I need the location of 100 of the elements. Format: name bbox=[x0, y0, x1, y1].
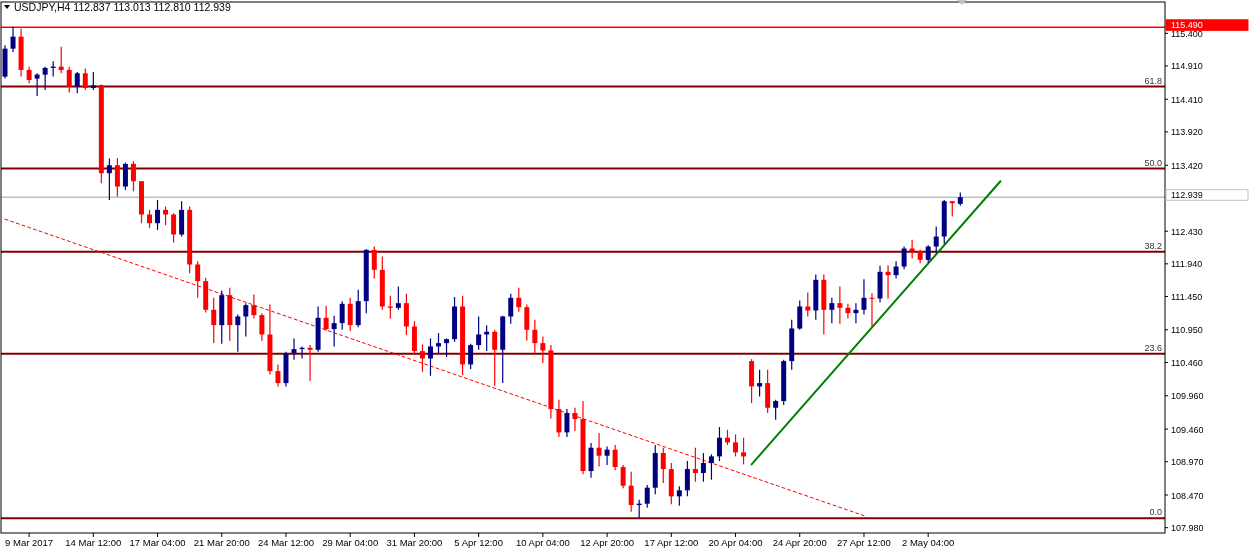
candlestick bbox=[235, 313, 241, 353]
candlestick bbox=[708, 453, 714, 481]
candlestick bbox=[901, 245, 907, 270]
candlestick bbox=[588, 442, 594, 479]
x-tick-label: 21 Mar 20:00 bbox=[193, 537, 250, 548]
candlestick bbox=[861, 278, 867, 316]
candlestick bbox=[355, 289, 361, 328]
candlestick bbox=[82, 68, 88, 91]
y-tick-label: 110.460 bbox=[1171, 357, 1203, 368]
candlestick bbox=[684, 460, 690, 497]
candlestick bbox=[644, 484, 650, 509]
x-tick-label: 27 Apr 12:00 bbox=[837, 537, 891, 548]
candlestick bbox=[275, 363, 281, 388]
candlestick bbox=[524, 303, 530, 342]
y-tick-label: 108.970 bbox=[1171, 457, 1204, 468]
y-tick-label: 109.960 bbox=[1171, 391, 1204, 402]
candlestick bbox=[211, 297, 217, 344]
candlestick bbox=[572, 407, 578, 432]
x-tick-label: 24 Mar 12:00 bbox=[257, 537, 314, 548]
annotation: 23.6 bbox=[1144, 342, 1162, 353]
x-tick-label: 14 Mar 12:00 bbox=[65, 537, 122, 548]
x-tick-label: 24 Apr 20:00 bbox=[772, 537, 827, 548]
x-tick-label: 9 Mar 2017 bbox=[5, 537, 54, 548]
candlestick bbox=[106, 157, 112, 201]
x-tick-label: 31 Mar 20:00 bbox=[386, 537, 443, 548]
candlestick bbox=[122, 161, 128, 191]
candlestick bbox=[42, 66, 48, 91]
candlestick bbox=[596, 432, 602, 467]
candlestick bbox=[716, 426, 722, 462]
candlestick bbox=[163, 205, 169, 226]
y-tick-label: 114.910 bbox=[1171, 61, 1203, 72]
candlestick bbox=[114, 157, 120, 198]
candlestick bbox=[74, 71, 80, 94]
candlestick bbox=[476, 315, 482, 351]
candlestick bbox=[371, 245, 377, 280]
candlestick bbox=[741, 437, 747, 465]
candlestick bbox=[692, 447, 698, 483]
y-tick-label: 111.450 bbox=[1171, 291, 1203, 302]
candlestick bbox=[733, 433, 739, 457]
candlestick bbox=[347, 297, 353, 332]
candlestick bbox=[628, 471, 634, 513]
candlestick bbox=[805, 291, 811, 318]
candlestick bbox=[829, 297, 835, 324]
candlestick bbox=[468, 343, 474, 370]
candlestick bbox=[508, 293, 514, 325]
y-tick-label: 110.950 bbox=[1171, 325, 1203, 336]
candlestick bbox=[837, 285, 843, 325]
ref-line-label: 115.490 bbox=[1171, 20, 1203, 31]
candlestick bbox=[66, 66, 72, 94]
y-tick-label: 113.420 bbox=[1171, 160, 1203, 171]
candlestick bbox=[444, 337, 450, 358]
y-tick-label: 107.980 bbox=[1171, 523, 1204, 534]
candlestick bbox=[323, 305, 329, 332]
candlestick bbox=[259, 312, 265, 342]
y-tick-label: 113.920 bbox=[1171, 127, 1203, 138]
y-tick-label: 115.400 bbox=[1171, 28, 1203, 39]
candlestick bbox=[243, 302, 249, 338]
x-tick-label: 20 Apr 04:00 bbox=[708, 537, 763, 548]
candlestick bbox=[10, 26, 16, 53]
y-tick-label: 112.430 bbox=[1171, 226, 1203, 237]
y-tick-label: 108.470 bbox=[1171, 490, 1204, 501]
candlestick bbox=[933, 225, 939, 254]
candlestick bbox=[171, 212, 177, 244]
candlestick bbox=[492, 329, 498, 387]
candlestick bbox=[660, 447, 666, 484]
y-tick-label: 109.460 bbox=[1171, 424, 1204, 435]
candlestick bbox=[130, 160, 136, 192]
y-tick-label: 114.410 bbox=[1171, 94, 1203, 105]
x-tick-label: 17 Mar 04:00 bbox=[129, 537, 186, 548]
candlestick bbox=[612, 444, 618, 471]
x-tick-label: 2 May 04:00 bbox=[902, 537, 955, 548]
x-tick-label: 12 Apr 20:00 bbox=[580, 537, 635, 548]
candlestick bbox=[516, 287, 522, 313]
ref-line-label: 112.939 bbox=[1171, 190, 1203, 201]
x-tick-label: 29 Mar 04:00 bbox=[322, 537, 379, 548]
candlestick bbox=[339, 300, 345, 331]
candlestick bbox=[540, 335, 546, 364]
candlestick bbox=[331, 315, 337, 348]
candlestick bbox=[676, 485, 682, 507]
annotation: 50.0 bbox=[1144, 157, 1162, 168]
candlestick bbox=[532, 319, 538, 354]
candlestick bbox=[307, 344, 313, 382]
candlestick bbox=[251, 293, 257, 320]
x-tick-label: 17 Apr 12:00 bbox=[644, 537, 699, 548]
x-tick-label: 5 Apr 12:00 bbox=[454, 537, 503, 548]
candlestick bbox=[395, 285, 401, 311]
annotation: 61.8 bbox=[1144, 75, 1162, 86]
candlestick bbox=[34, 72, 40, 97]
x-tick-label: 10 Apr 04:00 bbox=[515, 537, 570, 548]
candlestick bbox=[387, 295, 393, 320]
candlestick bbox=[155, 199, 161, 231]
y-tick-label: 111.940 bbox=[1171, 259, 1203, 270]
chart-title: USDJPY,H4 112.837 113.013 112.810 112.939 bbox=[14, 1, 231, 13]
candlestick bbox=[556, 399, 562, 438]
candlestick bbox=[564, 408, 570, 438]
candlestick bbox=[195, 260, 201, 299]
candlestick bbox=[419, 343, 425, 373]
annotation: 38.2 bbox=[1144, 240, 1162, 251]
candlestick bbox=[797, 299, 803, 331]
candlestick bbox=[773, 399, 779, 421]
